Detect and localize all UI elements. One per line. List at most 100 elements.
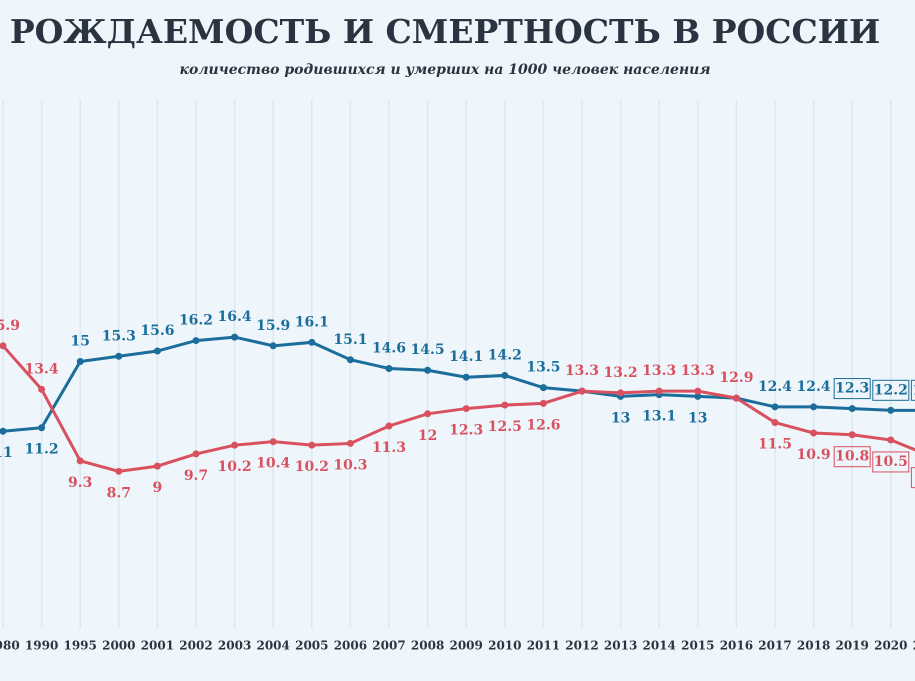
point [539,399,547,407]
point [732,394,740,402]
x-tick-label: 2002 [179,639,212,653]
data-label: 12.5 [488,419,522,435]
data-label: 13.2 [604,365,638,381]
data-label-group: 12.4 [758,379,792,395]
data-label: 16.4 [218,309,252,325]
point [115,467,123,475]
data-label-box [872,451,910,473]
data-label: 10.5 [874,454,908,470]
point [192,337,200,345]
x-tick-label: 2003 [218,639,251,653]
x-tick-label: 2014 [642,639,675,653]
data-label-group: 13.2 [604,365,638,381]
data-label-group: 13.3 [642,363,676,379]
point [385,364,393,372]
point [462,405,470,413]
data-label: 10.9 [797,447,831,463]
x-tick-label: 2019 [835,639,868,653]
data-label: 12.4 [797,379,831,395]
point [231,333,239,341]
point [269,342,277,350]
data-label: 14.5 [411,342,445,358]
x-tick-label: 2021 [913,639,915,653]
data-label: 10.2 [218,459,252,475]
point [771,419,779,427]
x-tick-label: 2011 [527,639,560,653]
point [887,436,895,444]
data-label-group: 14.2 [488,347,522,363]
point [346,439,354,447]
point [308,441,316,449]
data-label-group: 15.6 [140,323,174,339]
data-label: 10.8 [835,449,869,465]
data-label-group: 10.5 [872,451,910,473]
point [578,387,586,395]
data-label: 15.3 [102,328,136,344]
data-label: 10.3 [333,457,367,473]
data-label-group: 15.1 [333,332,367,348]
point [617,389,625,397]
x-tick-label: 1995 [63,639,96,653]
point [385,422,393,430]
data-label: 9.3 [68,475,92,491]
point [501,371,509,379]
point [462,373,470,381]
chart-title: РОЖДАЕМОСТЬ И СМЕРТНОСТЬ В РОССИИ [10,12,880,51]
point [38,424,46,432]
data-label-box [910,467,915,489]
point [887,406,895,414]
data-label: 9.7 [184,468,208,484]
data-label: 13.1 [642,409,676,425]
x-tick-label: 2005 [295,639,328,653]
point [424,410,432,418]
data-label: 16.2 [179,313,213,329]
x-tick-label: 2006 [334,639,367,653]
x-tick-label: 2020 [874,639,907,653]
point [655,387,663,395]
x-tick-label: 2013 [604,639,637,653]
data-label-group: 11.5 [758,437,792,453]
data-label: 12.4 [758,379,792,395]
data-label: 11.2 [25,442,59,458]
point [153,462,161,470]
data-label-group: 15.9 [0,318,20,334]
point [38,385,46,393]
data-label-group: 9 [153,480,163,496]
data-label-group: 11.2 [25,442,59,458]
data-label: 12.6 [526,417,560,433]
data-label: 12.2 [874,382,908,398]
point [424,366,432,374]
x-tick-label: 2012 [565,639,598,653]
x-tick-label: 2008 [411,639,444,653]
data-label: 11 [0,445,13,461]
data-label: 15 [70,334,89,350]
x-tick-label: 1990 [25,639,58,653]
data-label: 13.3 [565,363,599,379]
data-label-group: 16.4 [218,309,252,325]
data-label: 11.3 [372,440,406,456]
point [694,387,702,395]
x-tick-label: 2007 [372,639,405,653]
data-label: 15.9 [256,318,290,334]
data-label: 12.2 [912,382,915,398]
data-label: 15.9 [0,318,20,334]
data-label-box [833,446,871,468]
data-label-group: 11 [0,445,13,461]
point [694,392,702,400]
point [153,347,161,355]
data-label-group: 13.1 [642,409,676,425]
data-label: 11.5 [758,437,792,453]
data-label-group: 15.3 [102,328,136,344]
data-label-group: 8.7 [107,485,131,501]
data-label-group: 10.4 [256,456,290,472]
x-tick-label: 2001 [141,639,174,653]
data-label: 13.4 [25,361,59,377]
data-label-box [872,379,910,401]
data-label-group: 13.4 [25,361,59,377]
point [115,352,123,360]
data-label-group: 13.3 [565,363,599,379]
data-label: 12.3 [835,381,869,397]
